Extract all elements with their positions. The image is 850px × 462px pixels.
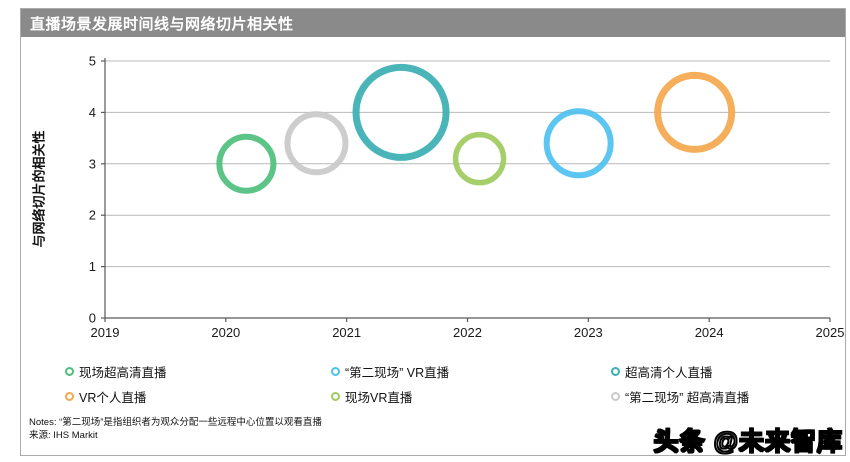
watermark: 头条 @未来智库: [653, 427, 843, 457]
chart-notes: Notes: “第二现场”是指组织者为观众分配一些远程中心位置以观看直播 来源:…: [29, 417, 322, 442]
legend-item: “第二现场” 超高清直播: [611, 387, 749, 406]
y-tick-label: 1: [89, 259, 96, 274]
x-tick-label: 2025: [816, 325, 845, 340]
y-tick-label: 4: [89, 105, 96, 120]
legend-label: 现场VR直播: [345, 391, 413, 405]
x-tick-label: 2023: [574, 325, 603, 340]
notes-line2: 来源: IHS Markit: [29, 429, 98, 441]
legend-item: VR个人直播: [65, 387, 331, 406]
x-tick-label: 2020: [211, 325, 240, 340]
y-tick-label: 2: [89, 208, 96, 223]
legend-label: 现场超高清直播: [79, 366, 167, 380]
x-tick-label: 2022: [453, 325, 482, 340]
x-tick-label: 2024: [695, 325, 724, 340]
legend-marker-icon: [331, 392, 340, 401]
legend-item: 现场超高清直播: [65, 362, 331, 381]
x-tick-label: 2019: [91, 325, 120, 340]
notes-line1: Notes: “第二现场”是指组织者为观众分配一些远程中心位置以观看直播: [29, 417, 322, 428]
chart-bubble: [452, 131, 507, 186]
y-tick-label: 3: [89, 156, 96, 171]
legend-label: “第二现场” VR直播: [345, 366, 450, 380]
legend-marker-icon: [331, 367, 340, 376]
legend-item: 现场VR直播: [331, 387, 611, 406]
chart-bubble: [543, 108, 614, 179]
plot-area: 0 1 2 3 4 5 2019 2020 2021 2022 2023 2024 2025: [21, 37, 847, 351]
legend-item: “第二现场” VR直播: [331, 362, 611, 381]
legend-marker-icon: [65, 392, 74, 401]
y-axis-title: 与网络切片的相关性: [31, 130, 47, 248]
chart-bubble: [284, 111, 349, 176]
legend-item: 超高清个人直播: [611, 362, 749, 381]
y-tick-label: 0: [89, 311, 96, 326]
legend-marker-icon: [611, 367, 620, 376]
legend-marker-icon: [65, 367, 74, 376]
legend: 现场超高清直播 “第二现场” VR直播 超高清个人直播 VR个人直播 现场VR直播 “第二…: [65, 359, 749, 409]
chart-bubble: [216, 133, 277, 194]
y-tick-label: 5: [89, 54, 96, 69]
legend-marker-icon: [611, 392, 620, 401]
chart-panel: 直播场景发展时间线与网络切片相关性 0 1 2 3 4 5 2019 2020 2021 2022…: [20, 8, 847, 457]
chart-title-bar: 直播场景发展时间线与网络切片相关性: [21, 9, 845, 37]
chart-bubble: [654, 71, 736, 153]
bubble-chart: 0 1 2 3 4 5 2019 2020 2021 2022 2023 2024 2025: [89, 54, 845, 341]
x-tick-label: 2021: [332, 325, 361, 340]
legend-label: VR个人直播: [79, 391, 147, 405]
chart-title: 直播场景发展时间线与网络切片相关性: [30, 15, 294, 33]
chart-bubble: [352, 63, 450, 161]
legend-label: 超高清个人直播: [625, 366, 713, 380]
legend-label: “第二现场” 超高清直播: [625, 391, 750, 405]
